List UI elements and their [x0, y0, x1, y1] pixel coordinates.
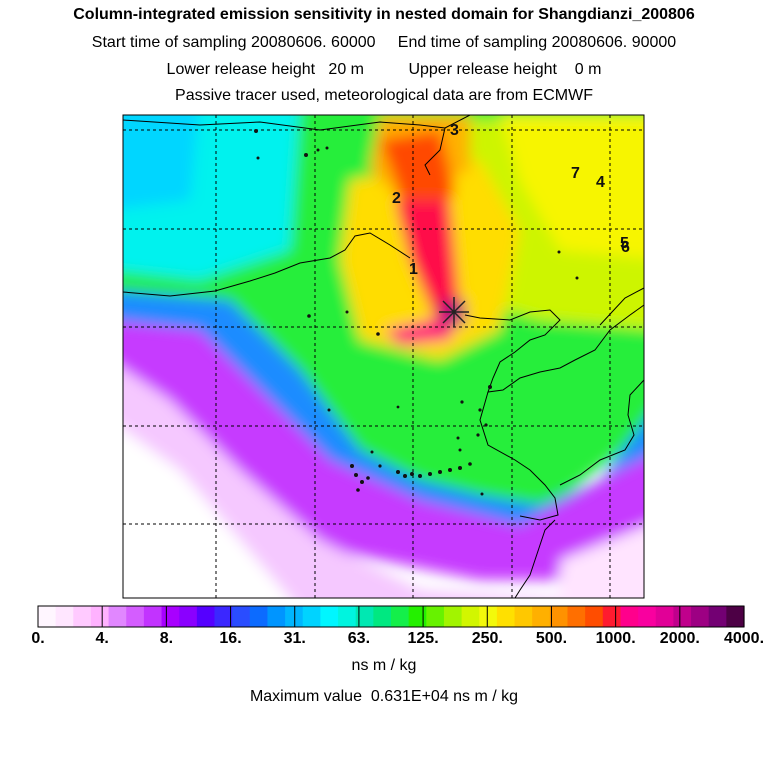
colorbar-tick-label: 2000.	[659, 630, 700, 647]
colorbar-tick-label: 250.	[471, 630, 503, 647]
colorbar-tick-label: 4000.	[723, 630, 765, 647]
marker-label-5: 5	[620, 235, 629, 252]
colorbar-units: ns m / kg	[351, 657, 417, 674]
colorbar-tick-label: 125.	[407, 630, 439, 647]
maximum-value-text: Maximum value 0.631E+04 ns m / kg	[249, 688, 519, 705]
map-frame	[122, 114, 645, 599]
marker-label-6: 6	[621, 239, 630, 256]
sampling-time-line: Start time of sampling 20080606. 60000 E…	[91, 34, 677, 51]
colorbar-tick-label: 31.	[283, 630, 306, 647]
marker-label-3: 3	[450, 122, 459, 139]
marker-label-1: 1	[409, 261, 418, 278]
marker-label-7: 7	[571, 165, 580, 182]
sensitivity-field	[123, 115, 644, 598]
colorbar-tick-label: 63.	[347, 630, 371, 647]
lakes-and-islands	[254, 129, 579, 496]
station-marker-x-icon	[439, 297, 469, 327]
colorbar-tick-label: 1000.	[595, 630, 636, 647]
marker-label-2: 2	[392, 190, 401, 207]
release-height-line: Lower release height 20 m Upper release …	[166, 61, 602, 78]
colorbar-tick-label: 16.	[219, 630, 242, 647]
lat-lon-grid	[123, 115, 644, 598]
tracer-info-line: Passive tracer used, meteorological data…	[175, 87, 593, 104]
colorbar-tick-label: 500.	[535, 630, 568, 647]
coastlines	[123, 115, 644, 598]
colorbar-tick-label: 8.	[159, 630, 174, 647]
plot-title: Column-integrated emission sensitivity i…	[73, 6, 695, 23]
colorbar-tick-label: 0.	[31, 630, 45, 647]
sensitivity-map: 1 2 3 4 5 6 7	[122, 114, 645, 599]
colorbar-tick-label: 4.	[95, 630, 109, 647]
marker-label-4: 4	[596, 174, 605, 191]
